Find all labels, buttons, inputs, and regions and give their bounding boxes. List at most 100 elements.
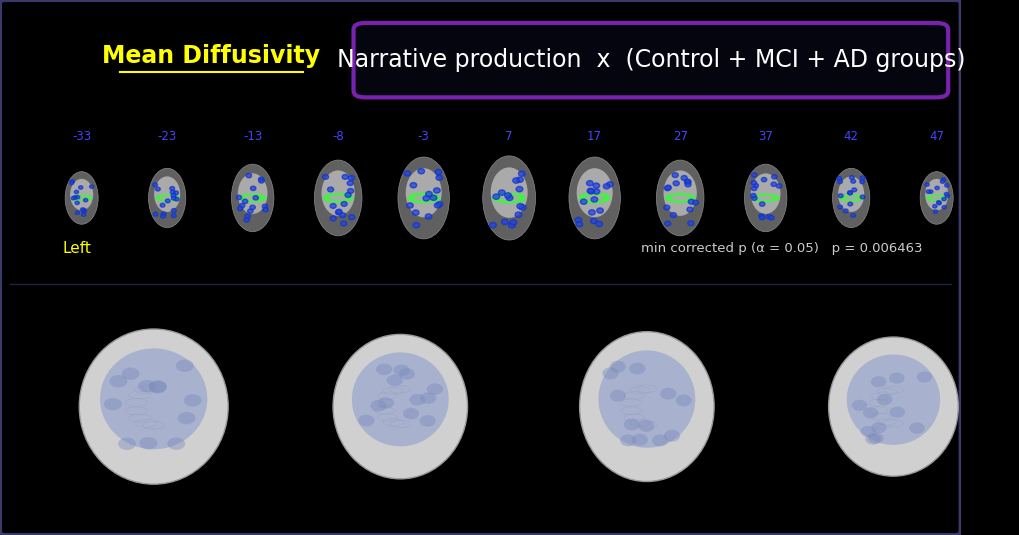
Ellipse shape (847, 191, 852, 195)
Ellipse shape (82, 199, 86, 202)
Ellipse shape (579, 195, 584, 200)
Ellipse shape (250, 193, 254, 196)
Ellipse shape (340, 221, 346, 226)
Ellipse shape (754, 199, 759, 202)
Ellipse shape (259, 198, 263, 202)
Ellipse shape (79, 199, 83, 202)
Ellipse shape (651, 434, 667, 447)
Ellipse shape (864, 433, 880, 445)
Ellipse shape (846, 355, 940, 445)
Ellipse shape (847, 202, 852, 206)
Ellipse shape (314, 160, 362, 236)
Ellipse shape (173, 195, 177, 197)
Ellipse shape (575, 217, 581, 223)
Ellipse shape (424, 192, 429, 196)
Ellipse shape (931, 204, 936, 208)
Ellipse shape (596, 208, 602, 213)
Text: Narrative production  x  (Control + MCI + AD groups): Narrative production x (Control + MCI + … (336, 48, 964, 72)
Ellipse shape (348, 215, 355, 219)
Ellipse shape (243, 194, 247, 197)
Ellipse shape (323, 197, 328, 201)
Ellipse shape (490, 167, 527, 218)
Ellipse shape (514, 193, 519, 197)
Ellipse shape (347, 196, 353, 200)
Ellipse shape (250, 205, 255, 210)
Ellipse shape (424, 200, 429, 204)
Ellipse shape (685, 179, 690, 184)
Ellipse shape (848, 200, 852, 203)
Text: 37: 37 (757, 130, 772, 143)
Ellipse shape (85, 194, 89, 197)
Ellipse shape (676, 200, 681, 204)
Ellipse shape (942, 205, 946, 209)
Ellipse shape (171, 196, 176, 200)
Ellipse shape (663, 430, 680, 442)
Ellipse shape (580, 197, 586, 202)
Ellipse shape (598, 350, 695, 448)
Ellipse shape (335, 209, 341, 214)
Ellipse shape (261, 197, 266, 201)
Ellipse shape (89, 197, 92, 199)
Ellipse shape (153, 183, 157, 187)
Ellipse shape (838, 177, 863, 212)
Ellipse shape (586, 181, 592, 186)
Ellipse shape (425, 192, 432, 197)
Ellipse shape (428, 192, 434, 196)
Ellipse shape (75, 201, 79, 204)
Ellipse shape (518, 171, 525, 177)
Ellipse shape (183, 394, 202, 407)
Ellipse shape (771, 174, 776, 179)
Ellipse shape (769, 193, 773, 197)
Ellipse shape (690, 195, 695, 198)
Ellipse shape (751, 173, 756, 177)
Ellipse shape (859, 180, 864, 184)
Ellipse shape (941, 195, 945, 198)
Ellipse shape (583, 198, 588, 203)
Ellipse shape (175, 360, 194, 372)
Ellipse shape (410, 194, 415, 198)
Text: 7: 7 (505, 130, 513, 143)
Ellipse shape (70, 179, 93, 210)
Ellipse shape (827, 337, 957, 476)
Ellipse shape (81, 208, 85, 211)
Ellipse shape (676, 192, 681, 196)
Ellipse shape (403, 408, 419, 419)
Ellipse shape (579, 332, 713, 482)
Ellipse shape (771, 194, 776, 197)
Ellipse shape (253, 193, 258, 196)
Text: min corrected p (α = 0.05)   p = 0.006463: min corrected p (α = 0.05) p = 0.006463 (640, 242, 921, 255)
Ellipse shape (925, 196, 928, 199)
Ellipse shape (175, 196, 179, 200)
FancyBboxPatch shape (354, 23, 948, 97)
Ellipse shape (73, 196, 77, 199)
Ellipse shape (428, 199, 433, 203)
Ellipse shape (413, 223, 419, 228)
Ellipse shape (73, 198, 77, 201)
Ellipse shape (943, 197, 946, 199)
Ellipse shape (75, 195, 79, 199)
Ellipse shape (335, 210, 341, 215)
Ellipse shape (261, 195, 266, 198)
Ellipse shape (435, 196, 440, 200)
Ellipse shape (322, 174, 328, 179)
Ellipse shape (859, 196, 863, 200)
Ellipse shape (434, 196, 440, 200)
Ellipse shape (257, 199, 261, 203)
Ellipse shape (599, 193, 604, 196)
Ellipse shape (87, 195, 91, 197)
Ellipse shape (601, 198, 607, 202)
Ellipse shape (433, 188, 439, 193)
Ellipse shape (848, 194, 852, 196)
Ellipse shape (595, 200, 600, 204)
Ellipse shape (404, 171, 411, 176)
Ellipse shape (489, 223, 496, 228)
Ellipse shape (347, 188, 354, 193)
Ellipse shape (344, 198, 350, 202)
Ellipse shape (170, 190, 175, 194)
Ellipse shape (836, 177, 841, 180)
Ellipse shape (74, 190, 78, 194)
Ellipse shape (842, 198, 846, 202)
Ellipse shape (82, 194, 86, 197)
Ellipse shape (775, 184, 782, 188)
Ellipse shape (174, 195, 178, 198)
